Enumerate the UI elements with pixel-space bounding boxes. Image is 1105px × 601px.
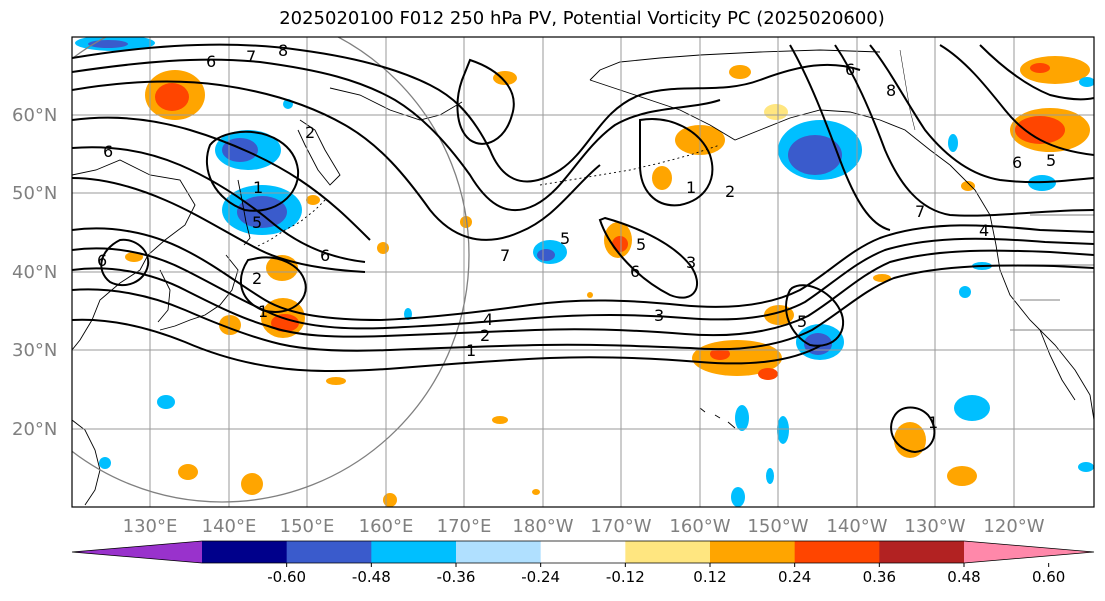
contour-label: 2 (725, 182, 735, 201)
lat-label: 20°N (12, 419, 57, 440)
contour-label: 5 (636, 235, 646, 254)
contour-label: 1 (928, 413, 938, 432)
contour-label: 4 (979, 221, 989, 240)
lon-label: 150°E (280, 516, 335, 537)
lon-label: 130°E (123, 516, 178, 537)
lon-label: 170°W (590, 516, 651, 537)
contour-label: 7 (500, 246, 510, 265)
colorbar-cell (371, 541, 457, 563)
colorbar-tick-label: 0.48 (947, 568, 980, 586)
contour-label: 5 (252, 213, 262, 232)
pv-contours (72, 43, 1094, 454)
lat-label: 30°N (12, 340, 57, 361)
colorbar-tick-label: 0.12 (693, 568, 726, 586)
contour-label: 5 (797, 312, 807, 331)
colorbar-tick-label: -0.60 (267, 568, 306, 586)
contour-label: 3 (686, 253, 696, 272)
lon-label: 160°E (359, 516, 414, 537)
contour-label: 6 (1012, 153, 1022, 172)
lon-label: 160°W (669, 516, 730, 537)
contour-label: 2 (480, 326, 490, 345)
colorbar-outline (71, 540, 1095, 564)
contour-label: 6 (630, 262, 640, 281)
lon-label: 150°W (747, 516, 808, 537)
lat-label: 40°N (12, 262, 57, 283)
colorbar-cell (794, 541, 880, 563)
colorbar-tick-label: -0.24 (521, 568, 560, 586)
colorbar-cell (456, 541, 542, 563)
contour-label: 1 (258, 302, 268, 321)
colorbar-cell (202, 541, 288, 563)
contour-label: 1 (253, 178, 263, 197)
latitude-labels: 60°N 50°N 40°N 30°N 20°N (12, 105, 57, 440)
lat-label: 60°N (12, 105, 57, 126)
colorbar-tick-label: -0.12 (606, 568, 645, 586)
contour-labels: 6 7 8 6 1 6 5 2 6 2 1 7 5 6 3 2 4 1 3 5 … (97, 41, 1056, 432)
colorbar-cell (625, 541, 711, 563)
contour-label: 6 (320, 246, 330, 265)
coastlines (72, 49, 1094, 506)
contour-label: 7 (915, 202, 925, 221)
contour-label: 8 (886, 81, 896, 100)
colorbar-extend-min (72, 541, 202, 563)
colorbar-cell (540, 541, 626, 563)
contour-label: 1 (686, 178, 696, 197)
contour-label: 3 (654, 306, 664, 325)
colorbar-tick-label: -0.36 (437, 568, 476, 586)
contour-label: 2 (305, 123, 315, 142)
range-circle (72, 37, 470, 503)
country-borders (899, 49, 1094, 331)
colorbar-cell (879, 541, 965, 563)
contour-label: 4 (483, 310, 493, 329)
colorbar-tick-label: 0.60 (1032, 568, 1065, 586)
lon-label: 130°W (904, 516, 965, 537)
lat-label: 50°N (12, 183, 57, 204)
map-frame (71, 36, 1095, 508)
contour-label: 8 (278, 41, 288, 60)
colorbar-tick-label: 0.24 (778, 568, 811, 586)
colorbar-cell (286, 541, 372, 563)
contour-label: 1 (466, 341, 476, 360)
contour-label: 6 (97, 251, 107, 270)
lon-label: 170°E (437, 516, 492, 537)
colorbar-extend-max (964, 541, 1094, 563)
pv-anomaly-shading (75, 37, 1094, 507)
contour-label: 6 (206, 52, 216, 71)
colorbar-tick-label: -0.48 (352, 568, 391, 586)
colorbar: -0.60 -0.48 -0.36 -0.24 -0.12 0.12 0.24 0.36 0.4… (71, 540, 1095, 586)
contour-label: 5 (560, 229, 570, 248)
colorbar-cell (710, 541, 796, 563)
colorbar-tick-label: 0.36 (863, 568, 896, 586)
lon-label: 120°W (983, 516, 1044, 537)
contour-label: 6 (103, 142, 113, 161)
chart-title: 2025020100 F012 250 hPa PV, Potential Vo… (279, 8, 885, 29)
lon-label: 140°W (826, 516, 887, 537)
lon-label: 140°E (202, 516, 257, 537)
lon-label: 180°W (512, 516, 573, 537)
contour-label: 5 (1046, 151, 1056, 170)
contour-label: 7 (246, 47, 256, 66)
contour-label: 2 (252, 269, 262, 288)
contour-label: 6 (845, 60, 855, 79)
longitude-labels: 130°E 140°E 150°E 160°E 170°E 180°W 170°… (123, 516, 1045, 537)
